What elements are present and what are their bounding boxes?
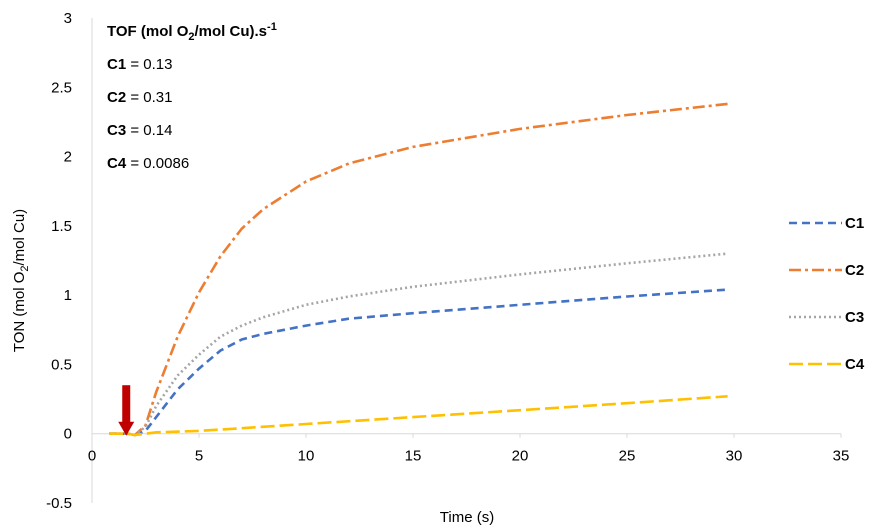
series-line-c1	[109, 288, 728, 437]
tof-title-subscript: 2	[188, 31, 194, 43]
tof-entry-c1: C1 = 0.13	[107, 56, 172, 73]
tof-entry-c3: C3 = 0.14	[107, 122, 172, 139]
tof-title: TOF (mol O2/mol Cu).s-1	[107, 21, 277, 43]
tof-entry-name: C2	[107, 89, 126, 106]
tof-entry-c2: C2 = 0.31	[107, 89, 172, 106]
legend-label-c4: C4	[845, 356, 865, 373]
y-axis-title-tail: /mol Cu)	[11, 209, 28, 266]
arrow-shaft	[122, 385, 131, 424]
series-line-c2	[109, 102, 728, 437]
series-line-c4	[109, 395, 728, 437]
y-axis-title-subscript: 2	[19, 266, 31, 272]
y-tick-labels: -0.5 0 0.5 1 1.5 2 2.5 3	[46, 10, 72, 512]
legend-label-c2: C2	[845, 262, 864, 279]
tof-title-superscript: -1	[267, 21, 277, 33]
series-layer	[109, 102, 728, 437]
legend: C1 C2 C3 C4	[789, 215, 865, 373]
x-tick-label: 0	[88, 448, 96, 465]
y-tick-label: -0.5	[46, 495, 72, 512]
tof-title-main: TOF (mol O	[107, 23, 189, 40]
y-tick-label: 2	[64, 149, 72, 166]
tof-entry-c4: C4 = 0.0086	[107, 155, 189, 172]
x-tick-label: 15	[405, 448, 422, 465]
y-tick-label: 1.5	[51, 218, 72, 235]
y-tick-label: 3	[64, 10, 72, 27]
x-tick-label: 30	[726, 448, 743, 465]
tof-entry-name: C3	[107, 122, 126, 139]
tof-entry-value: = 0.0086	[126, 155, 189, 172]
arrow-head	[118, 421, 135, 436]
x-tick-label: 20	[512, 448, 529, 465]
tof-entry-name: C4	[107, 155, 127, 172]
y-axis-title-main: TON (mol O	[11, 272, 28, 353]
tof-entry-value: = 0.13	[126, 56, 172, 73]
x-tick-label: 35	[833, 448, 850, 465]
x-axis-title: Time (s)	[440, 509, 494, 526]
x-tick-label: 5	[195, 448, 203, 465]
y-tick-label: 2.5	[51, 79, 72, 96]
x-tick-label: 10	[298, 448, 315, 465]
legend-label-c1: C1	[845, 215, 864, 232]
series-line-c3	[109, 252, 728, 437]
tof-entry-value: = 0.31	[126, 89, 172, 106]
legend-label-c3: C3	[845, 309, 864, 326]
y-tick-label: 0.5	[51, 356, 72, 373]
y-axis-title: TON (mol O2/mol Cu)	[11, 209, 31, 352]
tof-title-mid: /mol Cu).s	[195, 23, 268, 40]
tof-entry-value: = 0.14	[126, 122, 172, 139]
x-tick-label: 25	[619, 448, 636, 465]
y-tick-label: 1	[64, 287, 72, 304]
x-tick-labels: 0 5 10 15 20 25 30 35	[88, 433, 850, 465]
y-tick-label: 0	[64, 426, 72, 443]
start-arrow	[118, 385, 135, 436]
tof-entry-name: C1	[107, 56, 126, 73]
axes	[91, 18, 841, 503]
